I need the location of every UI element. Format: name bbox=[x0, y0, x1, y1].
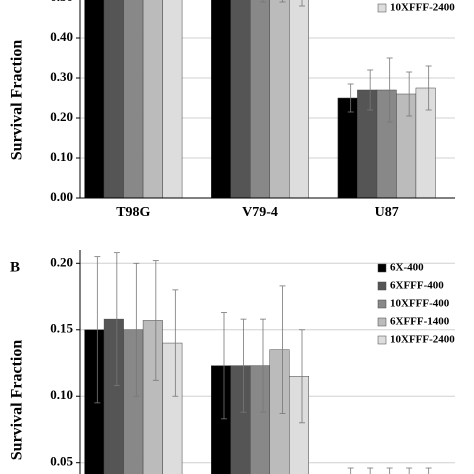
bar bbox=[337, 97, 358, 199]
legend-swatch bbox=[377, 3, 387, 13]
y-tick-label: 0.10 bbox=[50, 387, 73, 402]
y-tick-label: 0.10 bbox=[50, 149, 73, 164]
bar bbox=[289, 376, 309, 474]
y-axis-label: Survival Fraction bbox=[9, 40, 26, 161]
bar bbox=[123, 329, 144, 474]
y-tick-label: 0.05 bbox=[50, 454, 73, 469]
bar bbox=[162, 0, 183, 199]
bar bbox=[269, 0, 290, 199]
bar bbox=[211, 365, 231, 474]
bar bbox=[269, 349, 290, 474]
y-tick-label: 0.30 bbox=[50, 69, 73, 84]
legend-swatch bbox=[377, 299, 387, 309]
bar bbox=[103, 0, 124, 199]
legend-label: 6X-400 bbox=[390, 262, 424, 274]
y-axis-label: Survival Fraction bbox=[9, 340, 26, 461]
bar bbox=[230, 365, 251, 474]
legend-label: 10XFFF-2400 bbox=[390, 2, 455, 14]
legend-label: 10XFFF-400 bbox=[390, 298, 450, 310]
legend-label: 6XFFF-400 bbox=[390, 280, 444, 292]
y-tick-label: 0.15 bbox=[50, 321, 73, 336]
x-tick-label: V79-4 bbox=[242, 205, 278, 220]
bar bbox=[289, 0, 309, 199]
x-tick-label: U87 bbox=[375, 205, 399, 220]
bar bbox=[230, 0, 251, 199]
y-tick-label: 0.40 bbox=[50, 29, 73, 44]
bar bbox=[250, 0, 270, 199]
y-tick-label: 0.00 bbox=[50, 189, 73, 204]
bar bbox=[396, 93, 417, 199]
legend-swatch bbox=[377, 317, 387, 327]
legend-swatch bbox=[377, 263, 387, 273]
bar bbox=[142, 320, 163, 474]
legend-label: 10XFFF-2400 bbox=[390, 334, 455, 346]
bar bbox=[103, 318, 124, 474]
bar bbox=[142, 0, 163, 199]
bar bbox=[415, 87, 436, 199]
legend-label: 6XFFF-1400 bbox=[390, 316, 450, 328]
legend-swatch bbox=[377, 281, 387, 291]
y-tick-label: 0.20 bbox=[50, 254, 73, 269]
bar bbox=[211, 0, 231, 199]
bar bbox=[250, 365, 270, 474]
y-tick-label: 0.50 bbox=[50, 0, 73, 4]
x-tick-label: T98G bbox=[116, 205, 150, 220]
legend-swatch bbox=[377, 335, 387, 345]
bar bbox=[162, 342, 183, 474]
panel-label: B bbox=[10, 259, 20, 275]
y-tick-label: 0.20 bbox=[50, 109, 73, 124]
bar bbox=[84, 0, 105, 199]
bar bbox=[376, 89, 397, 199]
bar bbox=[84, 329, 105, 474]
bar bbox=[357, 89, 378, 199]
bar bbox=[123, 0, 144, 199]
